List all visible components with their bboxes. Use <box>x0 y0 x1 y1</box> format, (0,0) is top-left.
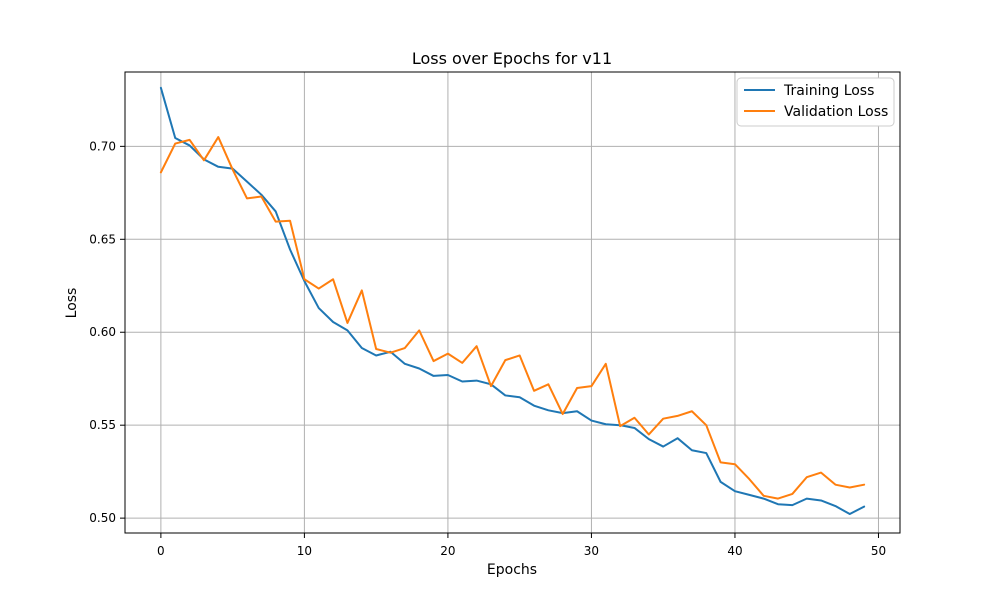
legend-box <box>736 77 895 127</box>
legend-validation-loss-label: Validation Loss <box>784 104 888 120</box>
y-tick-label: 0.55 <box>89 418 116 432</box>
y-tick-label: 0.70 <box>89 139 116 153</box>
y-tick-label: 0.65 <box>89 232 116 246</box>
legend-training-loss-label: Training Loss <box>783 83 874 99</box>
x-tick-label: 0 <box>157 544 165 558</box>
y-axis-label: Loss <box>64 288 80 319</box>
y-tick-label: 0.50 <box>89 511 116 525</box>
x-tick-label: 10 <box>297 544 312 558</box>
y-tick-label: 0.60 <box>89 325 116 339</box>
chart-title: Loss over Epochs for v11 <box>412 49 612 68</box>
axes: 0 10 20 30 40 50 0.50 0.55 0.60 0.65 0.70 <box>89 139 886 558</box>
legend: Training Loss Validation Loss <box>736 77 895 127</box>
series-lines <box>159 86 866 516</box>
x-tick-label: 50 <box>871 544 886 558</box>
x-tick-label: 30 <box>584 544 599 558</box>
plot-frame <box>124 71 901 534</box>
x-tick-label: 20 <box>440 544 455 558</box>
training-loss-line <box>159 86 866 516</box>
validation-loss-line <box>159 136 866 500</box>
x-tick-label: 40 <box>727 544 742 558</box>
x-axis-label: Epochs <box>487 562 537 578</box>
grid <box>125 72 900 533</box>
